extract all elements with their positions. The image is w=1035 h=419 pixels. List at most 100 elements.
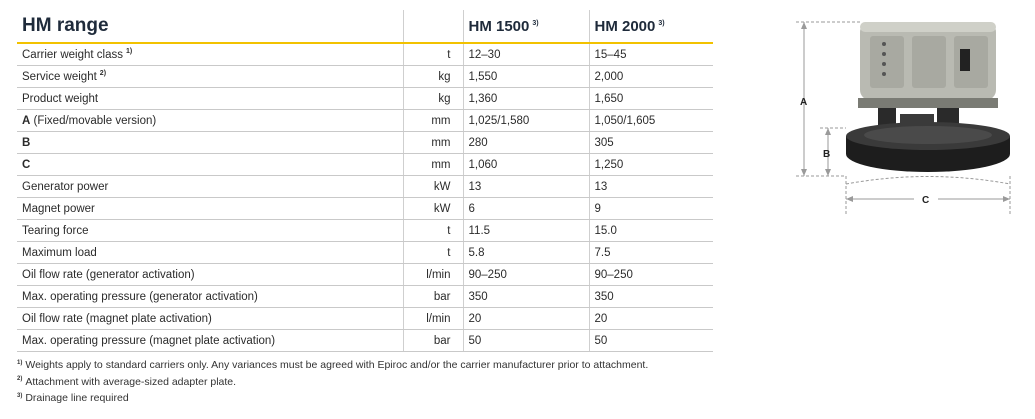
row-unit: t	[402, 241, 463, 264]
spec-table-container: HM range HM 1500 3) HM 2000 3) Carrier wei…	[17, 10, 713, 352]
footnote-mark: 1)	[17, 359, 23, 366]
row-unit: kW	[402, 197, 463, 220]
row-name: A	[22, 114, 31, 127]
value-hm1500: 280	[462, 131, 589, 154]
spec-table: HM range HM 1500 3) HM 2000 3) Carrier wei…	[17, 10, 713, 352]
table-row: Max. operating pressure (magnet plate ac…	[17, 329, 713, 352]
row-label: Oil flow rate (generator activation)	[17, 263, 403, 286]
row-name: Generator power	[22, 180, 109, 193]
value-hm2000: 9	[588, 197, 713, 220]
table-row: Oil flow rate (generator activation) l/mi…	[17, 263, 713, 286]
magnet-dimension-figure: A B C	[792, 14, 1017, 219]
value-hm2000: 7.5	[588, 241, 713, 264]
table-title: HM range	[17, 10, 403, 44]
row-label: Generator power	[17, 175, 403, 198]
table-row: Product weight kg 1,360 1,650	[17, 87, 713, 110]
table-header-row: HM range HM 1500 3) HM 2000 3)	[17, 10, 713, 44]
value-hm1500: 50	[462, 329, 589, 352]
row-label: Carrier weight class 1)	[17, 43, 403, 66]
row-label: Tearing force	[17, 219, 403, 242]
magnet-drawing: A B C	[796, 21, 1011, 214]
model-note: 3)	[658, 19, 665, 27]
row-name: Oil flow rate (generator activation)	[22, 268, 195, 281]
model-label: HM 2000	[594, 17, 656, 35]
table-body: Carrier weight class 1) t 12–30 15–45 Service…	[17, 43, 713, 352]
row-unit: kg	[402, 65, 463, 88]
value-hm1500: 1,360	[462, 87, 589, 110]
dimension-c-label: C	[922, 195, 929, 206]
value-hm2000: 50	[588, 329, 713, 352]
row-name: Max. operating pressure (magnet plate ac…	[22, 334, 276, 347]
row-label: Max. operating pressure (magnet plate ac…	[17, 329, 403, 352]
dimension-a-label: A	[800, 97, 807, 108]
footnote-mark: 2)	[17, 376, 23, 382]
footnote-text: Drainage line required	[25, 392, 129, 404]
table-row: Generator power kW 13 13	[17, 175, 713, 198]
row-note: 1)	[125, 47, 133, 55]
table-row: Tearing force t 11.5 15.0	[17, 219, 713, 242]
model-note: 3)	[532, 19, 539, 27]
value-hm1500: 6	[462, 197, 589, 220]
row-unit: mm	[402, 131, 463, 154]
value-hm2000: 90–250	[588, 263, 713, 286]
footnote-2: 2) Attachment with average-sized adapter …	[17, 374, 648, 391]
footnote-text: Weights apply to standard carriers only.…	[25, 359, 649, 371]
value-hm1500: 1,025/1,580	[462, 109, 589, 132]
value-hm1500: 20	[462, 307, 589, 330]
table-row: Maximum load t 5.8 7.5	[17, 241, 713, 264]
dimension-b-label: B	[823, 149, 830, 160]
unit-column-header	[402, 10, 463, 44]
row-name: Tearing force	[22, 224, 89, 237]
dimension-a	[796, 21, 860, 177]
row-unit: l/min	[402, 263, 463, 286]
row-note: 2)	[99, 69, 107, 77]
row-unit: bar	[402, 285, 463, 308]
footnote-1: 1) Weights apply to standard carriers onl…	[17, 357, 648, 374]
model-label: HM 1500	[468, 17, 530, 35]
value-hm1500: 350	[462, 285, 589, 308]
row-unit: kW	[402, 175, 463, 198]
row-name: Service weight	[22, 70, 97, 83]
dimension-c	[845, 176, 1011, 214]
table-row: Service weight 2) kg 1,550 2,000	[17, 65, 713, 88]
value-hm1500: 13	[462, 175, 589, 198]
table-row: Oil flow rate (magnet plate activation) l…	[17, 307, 713, 330]
row-unit: l/min	[402, 307, 463, 330]
row-unit: mm	[402, 109, 463, 132]
row-name: Product weight	[22, 92, 99, 105]
row-unit: t	[402, 219, 463, 242]
dimension-b	[820, 127, 846, 176]
value-hm2000: 15–45	[588, 43, 713, 66]
value-hm2000: 1,250	[588, 153, 713, 176]
row-name: B	[22, 136, 31, 149]
model-header-hm1500: HM 1500 3)	[462, 10, 589, 44]
row-label: Oil flow rate (magnet plate activation)	[17, 307, 403, 330]
row-name: Carrier weight class	[22, 48, 123, 61]
footnote-mark: 3)	[17, 392, 23, 399]
value-hm1500: 1,060	[462, 153, 589, 176]
value-hm1500: 1,550	[462, 65, 589, 88]
value-hm1500: 5.8	[462, 241, 589, 264]
value-hm2000: 305	[588, 131, 713, 154]
magnet-plate	[846, 122, 1010, 172]
value-hm2000: 2,000	[588, 65, 713, 88]
value-hm2000: 1,650	[588, 87, 713, 110]
row-name: Max. operating pressure (generator activ…	[22, 290, 258, 303]
table-row: Max. operating pressure (generator activ…	[17, 285, 713, 308]
value-hm2000: 13	[588, 175, 713, 198]
table-row: Carrier weight class 1) t 12–30 15–45	[17, 43, 713, 66]
row-unit: kg	[402, 87, 463, 110]
footnote-3: 3) Drainage line required	[17, 390, 648, 407]
row-label: Product weight	[17, 87, 403, 110]
row-label: Maximum load	[17, 241, 403, 264]
value-hm2000: 20	[588, 307, 713, 330]
value-hm2000: 350	[588, 285, 713, 308]
row-label: B	[17, 131, 403, 154]
table-row: A (Fixed/movable version) mm 1,025/1,580 1,…	[17, 109, 713, 132]
row-name: Oil flow rate (magnet plate activation)	[22, 312, 212, 325]
row-unit: mm	[402, 153, 463, 176]
table-row: Magnet power kW 6 9	[17, 197, 713, 220]
row-label: Max. operating pressure (generator activ…	[17, 285, 403, 308]
